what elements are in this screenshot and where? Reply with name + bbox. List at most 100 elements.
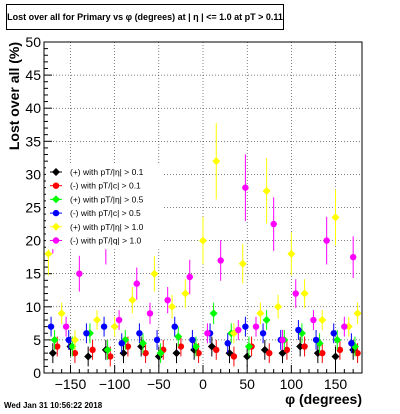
data-point [295, 326, 302, 334]
data-point [323, 237, 330, 244]
legend-marker [52, 209, 60, 217]
data-point [100, 323, 108, 330]
data-point [224, 340, 231, 347]
data-point [136, 330, 143, 337]
data-point [65, 336, 72, 344]
y-tick-label: 10 [25, 299, 41, 315]
data-point [270, 220, 277, 228]
data-point [186, 273, 193, 281]
data-point [189, 336, 196, 344]
y-tick-label: 45 [25, 67, 41, 83]
data-point [213, 346, 220, 354]
data-point [312, 336, 320, 344]
data-point [262, 186, 271, 195]
data-point [212, 157, 221, 166]
data-point [150, 269, 159, 278]
data-point [164, 296, 171, 304]
y-tick-label: 35 [25, 133, 41, 149]
timestamp: Wed Jan 31 10:56:22 2018 [4, 401, 103, 410]
data-point [283, 346, 291, 354]
legend-entry: (+) with pT/|η| > 0.1 [70, 167, 144, 177]
legend-box [46, 163, 162, 250]
data-point [153, 336, 161, 344]
data-point [76, 270, 83, 277]
data-point [68, 342, 77, 351]
data-point [209, 309, 218, 318]
data-point [230, 353, 238, 360]
data-point [256, 309, 265, 318]
data-point [204, 330, 211, 337]
x-tick-label: 50 [239, 376, 255, 392]
data-point [279, 336, 286, 344]
data-point [146, 310, 154, 317]
legend-marker [52, 195, 60, 204]
data-point [138, 339, 147, 348]
data-point [244, 342, 253, 351]
data-point [331, 213, 340, 222]
y-tick-label: 30 [25, 166, 41, 182]
data-point [191, 342, 200, 351]
data-point [262, 316, 271, 325]
data-point [84, 352, 93, 361]
x-tick-label: 100 [280, 376, 304, 392]
data-point [242, 323, 249, 330]
data-point [44, 249, 53, 258]
y-tick-label: 25 [25, 200, 41, 216]
x-tick-label: −100 [99, 376, 131, 392]
data-point [199, 236, 207, 245]
y-tick-label: 20 [25, 233, 41, 249]
data-point [133, 280, 140, 287]
x-tick-label: 0 [199, 376, 207, 392]
y-tick-label: 5 [33, 332, 41, 348]
data-point [319, 349, 326, 357]
x-tick-label: −50 [147, 376, 171, 392]
data-point [217, 257, 224, 264]
data-point [310, 316, 317, 324]
series-5 [44, 123, 362, 350]
data-point [168, 302, 177, 311]
data-point [331, 352, 340, 361]
y-tick-label: 50 [25, 34, 41, 50]
data-point [336, 346, 344, 354]
data-point [174, 332, 183, 341]
data-point [333, 335, 342, 344]
x-axis-label: φ (degrees) [285, 391, 362, 407]
data-point [300, 289, 309, 298]
data-point [62, 323, 70, 330]
data-point [124, 343, 132, 350]
data-point [259, 330, 267, 337]
data-point [50, 335, 59, 344]
legend-marker [52, 168, 60, 176]
data-point [54, 343, 61, 350]
data-point [266, 349, 273, 357]
data-point [242, 184, 249, 191]
data-point [118, 340, 125, 347]
data-point [341, 323, 348, 330]
series-3 [50, 302, 359, 364]
data-point [115, 316, 123, 324]
data-point [93, 316, 101, 325]
data-point [47, 323, 55, 330]
data-point [301, 343, 308, 350]
series-2 [54, 336, 361, 367]
data-point [71, 349, 79, 357]
chart-title: Lost over all for Primary vs φ (degrees)… [6, 4, 284, 30]
data-point [348, 340, 355, 347]
data-point [128, 296, 137, 305]
data-point [252, 323, 260, 330]
data-point [181, 289, 190, 298]
legend-entry: (+) with pT/|η| > 0.5 [70, 194, 144, 204]
data-point [48, 349, 57, 358]
data-point [318, 316, 327, 325]
legend-entry: (-) with pT/|c| > 0.1 [70, 181, 141, 191]
series-6 [49, 154, 357, 350]
data-point [142, 349, 149, 357]
data-point [171, 323, 178, 330]
data-point [156, 349, 165, 358]
data-point [89, 346, 96, 354]
legend-marker [52, 237, 60, 244]
y-tick-label: 15 [25, 266, 41, 282]
data-point [107, 353, 114, 360]
data-point [353, 309, 362, 318]
